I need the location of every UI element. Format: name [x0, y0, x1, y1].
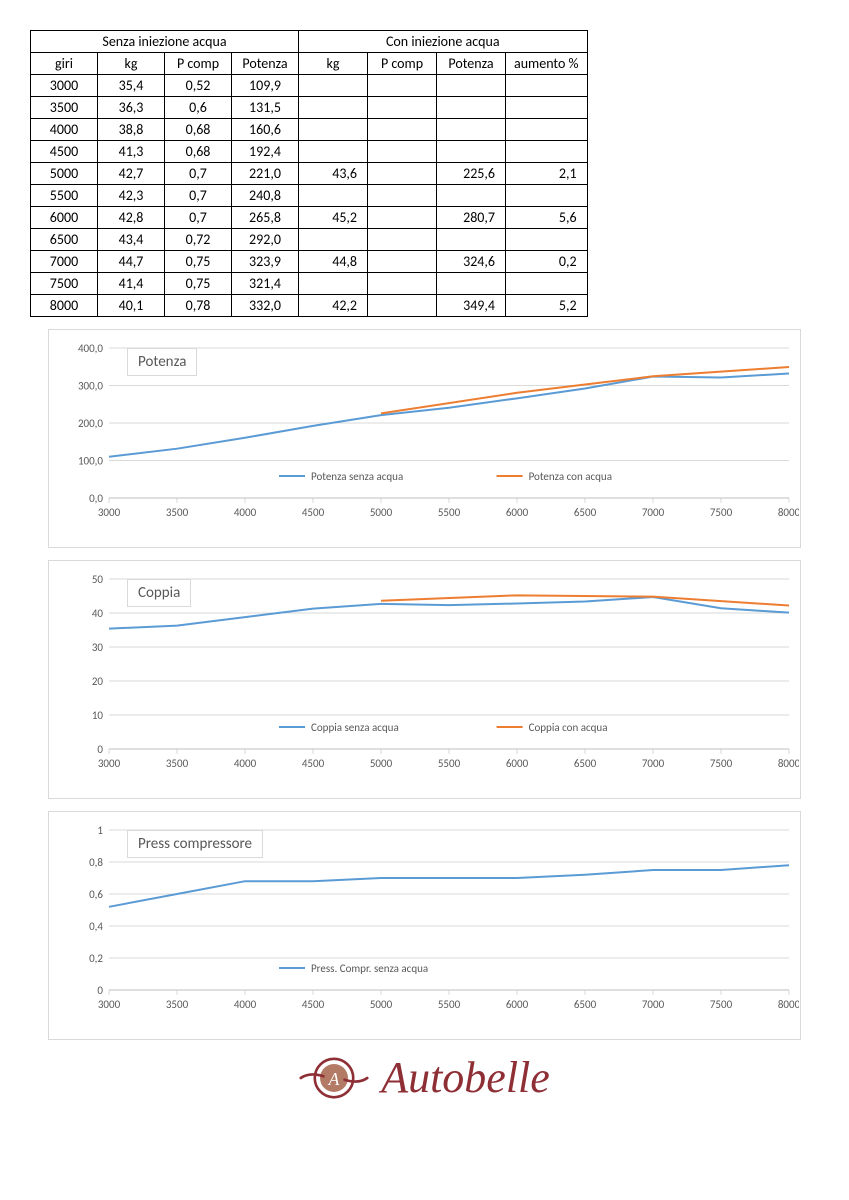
chart-coppia: Coppia 0 10 20 30 40 50 3000 3500 4000 4500 5000 55…: [48, 560, 801, 799]
column-header: kg: [299, 53, 368, 75]
svg-text:100,0: 100,0: [78, 455, 103, 468]
svg-text:8000: 8000: [778, 757, 799, 770]
table-row: 300035,40,52109,9: [31, 75, 588, 97]
svg-text:7000: 7000: [642, 998, 665, 1011]
svg-text:5500: 5500: [438, 998, 461, 1011]
svg-text:Coppia senza acqua: Coppia senza acqua: [311, 721, 399, 734]
svg-text:4500: 4500: [302, 757, 325, 770]
svg-text:10: 10: [92, 709, 104, 722]
table-row: 500042,70,7221,043,6225,62,1: [31, 163, 588, 185]
svg-text:20: 20: [92, 675, 104, 688]
table-row: 750041,40,75321,4: [31, 273, 588, 295]
table-row: 450041,30,68192,4: [31, 141, 588, 163]
svg-text:400,0: 400,0: [78, 342, 103, 355]
svg-text:6000: 6000: [506, 998, 529, 1011]
svg-text:0,6: 0,6: [89, 888, 103, 901]
svg-text:1: 1: [97, 824, 103, 837]
svg-text:5000: 5000: [370, 998, 393, 1011]
column-header: aumento %: [506, 53, 588, 75]
svg-text:6500: 6500: [574, 757, 597, 770]
svg-text:4000: 4000: [234, 998, 257, 1011]
svg-text:Potenza con acqua: Potenza con acqua: [529, 470, 612, 483]
svg-text:A: A: [328, 1069, 340, 1089]
svg-text:3500: 3500: [166, 757, 189, 770]
svg-text:6500: 6500: [574, 506, 597, 519]
column-header: P comp: [165, 53, 232, 75]
brand-text: Autobelle: [381, 1052, 550, 1103]
chart-title: Potenza: [127, 348, 197, 376]
table-row: 400038,80,68160,6: [31, 119, 588, 141]
svg-text:30: 30: [92, 641, 104, 654]
table-row: 650043,40,72292,0: [31, 229, 588, 251]
svg-text:7000: 7000: [642, 757, 665, 770]
svg-text:5000: 5000: [370, 757, 393, 770]
chart-press: Press compressore 0 0,2 0,4 0,6 0,8 1 3000 3500…: [48, 811, 801, 1040]
table-group2-header: Con iniezione acqua: [299, 31, 588, 53]
svg-text:5500: 5500: [438, 506, 461, 519]
svg-text:8000: 8000: [778, 998, 799, 1011]
svg-text:3000: 3000: [98, 998, 121, 1011]
svg-text:300,0: 300,0: [78, 380, 103, 393]
chart-title: Coppia: [127, 579, 191, 607]
chart-potenza: Potenza 0,0 100,0 200,0 300,0 400,0 3000 3500 4…: [48, 329, 801, 548]
svg-text:5500: 5500: [438, 757, 461, 770]
svg-text:200,0: 200,0: [78, 417, 103, 430]
svg-text:0,8: 0,8: [89, 856, 103, 869]
table-row: 550042,30,7240,8: [31, 185, 588, 207]
svg-text:3000: 3000: [98, 506, 121, 519]
svg-text:4500: 4500: [302, 506, 325, 519]
svg-text:40: 40: [92, 607, 104, 620]
brand-badge-icon: A: [299, 1056, 369, 1100]
column-header: Potenza: [232, 53, 299, 75]
svg-text:4000: 4000: [234, 757, 257, 770]
table-row: 600042,80,7265,845,2280,75,6: [31, 207, 588, 229]
svg-text:Press. Compr. senza acqua: Press. Compr. senza acqua: [311, 962, 428, 975]
svg-text:7500: 7500: [710, 998, 733, 1011]
brand-logo-row: A Autobelle: [30, 1052, 819, 1103]
column-header: Potenza: [437, 53, 506, 75]
table-row: 800040,10,78332,042,2349,45,2: [31, 295, 588, 317]
table-row: 700044,70,75323,944,8324,60,2: [31, 251, 588, 273]
svg-text:5000: 5000: [370, 506, 393, 519]
svg-text:0,4: 0,4: [89, 920, 103, 933]
svg-text:6000: 6000: [506, 506, 529, 519]
svg-text:6500: 6500: [574, 998, 597, 1011]
column-header: P comp: [368, 53, 437, 75]
svg-text:Potenza senza acqua: Potenza senza acqua: [311, 470, 403, 483]
svg-text:0,2: 0,2: [89, 952, 103, 965]
svg-text:7500: 7500: [710, 506, 733, 519]
table-group1-header: Senza iniezione acqua: [31, 31, 299, 53]
column-header: giri: [31, 53, 98, 75]
svg-text:3500: 3500: [166, 998, 189, 1011]
svg-text:7000: 7000: [642, 506, 665, 519]
data-table: Senza iniezione acqua Con iniezione acqu…: [30, 30, 588, 317]
column-header: kg: [98, 53, 165, 75]
svg-text:7500: 7500: [710, 757, 733, 770]
svg-text:3500: 3500: [166, 506, 189, 519]
svg-text:4000: 4000: [234, 506, 257, 519]
svg-text:0,0: 0,0: [89, 492, 103, 505]
chart-title: Press compressore: [127, 830, 263, 858]
svg-text:6000: 6000: [506, 757, 529, 770]
svg-text:4500: 4500: [302, 998, 325, 1011]
svg-text:Coppia con acqua: Coppia con acqua: [529, 721, 608, 734]
svg-text:3000: 3000: [98, 757, 121, 770]
svg-text:8000: 8000: [778, 506, 799, 519]
table-row: 350036,30,6131,5: [31, 97, 588, 119]
svg-text:0: 0: [97, 984, 103, 997]
svg-text:0: 0: [97, 743, 103, 756]
svg-text:50: 50: [92, 573, 104, 586]
